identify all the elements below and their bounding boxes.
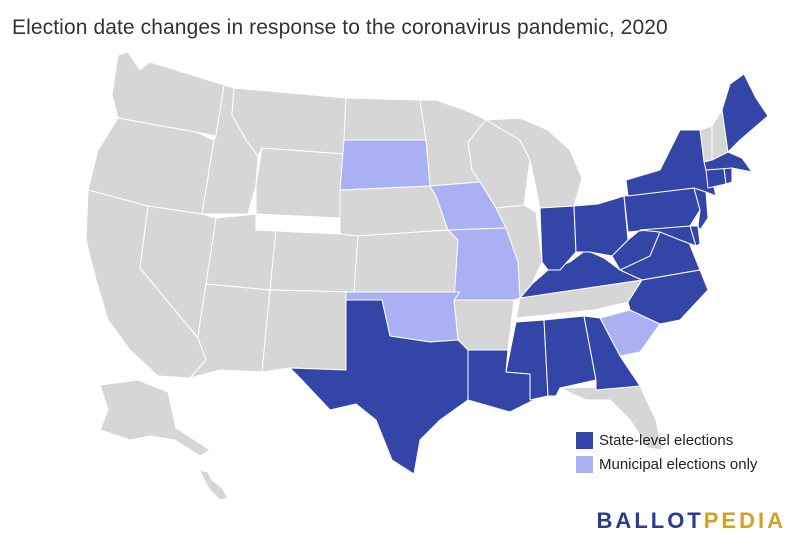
state-michigan — [485, 117, 583, 209]
legend-swatch-state-level — [576, 431, 593, 449]
state-south-dakota — [339, 139, 431, 191]
legend-item-state-level: State-level elections — [576, 428, 757, 452]
legend: State-level elections Municipal election… — [576, 428, 757, 476]
state-hawaii — [199, 469, 229, 501]
state-arkansas — [453, 299, 515, 351]
state-ohio — [573, 195, 629, 257]
legend-swatch-municipal — [576, 455, 593, 473]
state-connecticut — [705, 167, 727, 189]
legend-label-municipal: Municipal elections only — [599, 455, 758, 473]
state-wyoming — [255, 147, 345, 219]
state-delaware — [689, 225, 701, 247]
state-missouri — [447, 227, 521, 301]
state-maryland — [639, 225, 697, 247]
map-title: Election date changes in response to the… — [12, 16, 668, 39]
state-florida — [559, 385, 663, 451]
ballotpedia-logo: BALLOTPEDIA — [596, 508, 786, 533]
state-maine — [721, 73, 769, 153]
state-utah — [205, 213, 277, 291]
state-indiana — [539, 205, 577, 271]
state-kansas — [353, 229, 461, 293]
state-massachusetts — [703, 151, 753, 173]
state-rhode-island — [723, 167, 733, 185]
state-nebraska — [339, 185, 449, 237]
legend-item-municipal: Municipal elections only — [576, 452, 757, 476]
state-new-mexico — [261, 289, 355, 373]
state-north-carolina — [627, 269, 709, 325]
legend-label-state-level: State-level elections — [599, 431, 734, 449]
state-north-dakota — [343, 97, 427, 141]
state-alaska — [99, 379, 211, 457]
state-texas — [289, 299, 469, 475]
state-georgia — [583, 315, 641, 391]
